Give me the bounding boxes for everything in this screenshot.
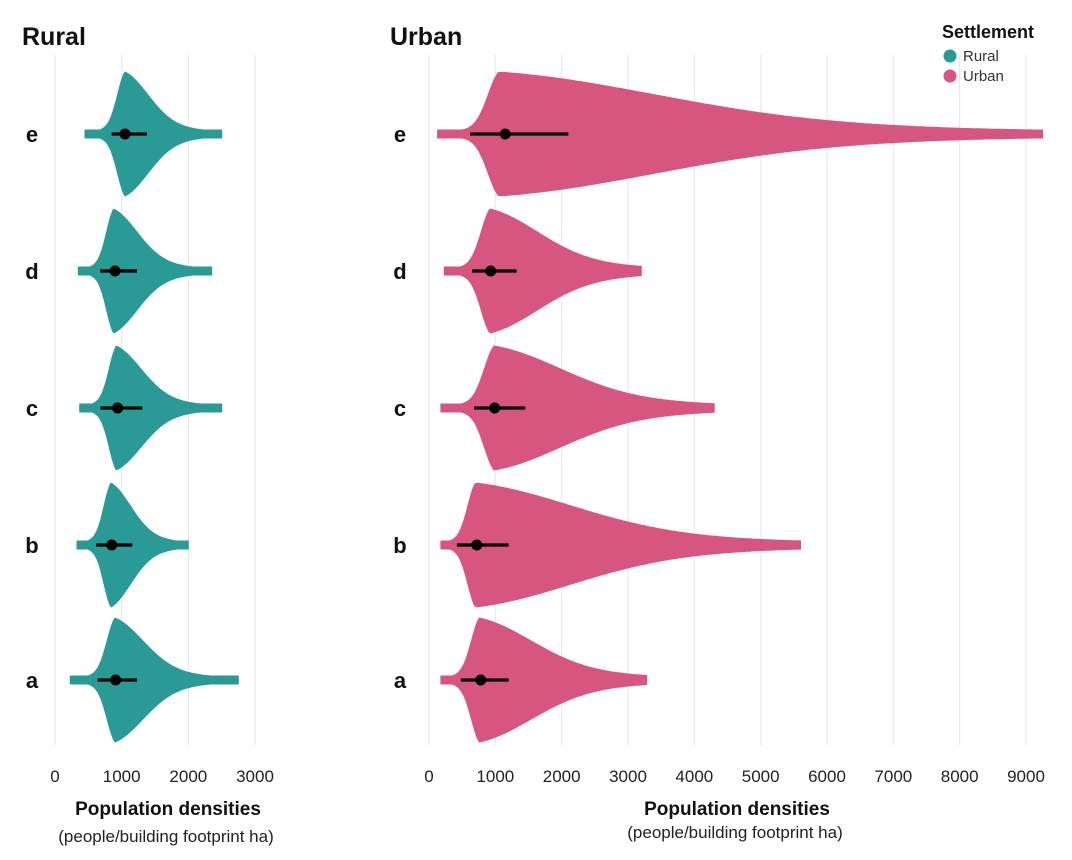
category-label-rural-d: d [25,259,38,284]
x-axis-title-urban: Population densities [644,799,830,820]
x-tick-label-urban-8000: 8000 [941,767,979,786]
category-label-urban-d: d [393,259,406,284]
x-tick-label-urban-1000: 1000 [476,767,514,786]
median-point-rural-a [110,674,122,686]
category-label-urban-b: b [393,533,406,558]
legend-label-rural: Rural [963,48,999,65]
x-tick-label-rural-1000: 1000 [103,767,141,786]
x-tick-label-urban-0: 0 [424,767,433,786]
median-point-urban-b [471,539,483,551]
violin-rural-a [69,617,239,743]
x-tick-label-urban-6000: 6000 [808,767,846,786]
x-axis-title-rural: Population densities [75,799,261,820]
violin-urban-d [443,208,642,334]
category-label-rural-b: b [25,533,38,558]
violin-rural-d [77,208,213,334]
violin-urban-b [440,482,801,608]
x-tick-label-urban-5000: 5000 [742,767,780,786]
median-point-rural-d [109,265,121,277]
legend-title: Settlement [942,22,1034,42]
median-point-urban-d [485,265,497,277]
x-axis-subtitle-urban: (people/building footprint ha) [627,823,842,842]
violin-rural-e [84,71,223,197]
x-tick-label-rural-3000: 3000 [236,767,274,786]
x-axis-subtitle-rural: (people/building footprint ha) [58,827,273,846]
category-label-urban-e: e [394,122,406,147]
median-point-rural-e [119,128,131,140]
violin-urban-e [437,71,1044,197]
category-label-urban-c: c [394,396,406,421]
legend-label-urban: Urban [963,68,1004,85]
x-tick-label-urban-9000: 9000 [1007,767,1045,786]
panel-title-urban: Urban [390,23,462,51]
x-tick-label-rural-2000: 2000 [169,767,207,786]
category-label-urban-a: a [394,668,407,693]
legend-swatch-urban [943,69,957,83]
x-tick-label-urban-4000: 4000 [675,767,713,786]
legend-swatch-rural [943,49,957,63]
median-point-urban-a [475,674,487,686]
x-tick-label-urban-7000: 7000 [874,767,912,786]
median-point-urban-e [499,128,511,140]
category-label-rural-a: a [26,668,39,693]
panel-title-rural: Rural [22,23,86,51]
label-layer: 0 1000 2000 3000 e d c b a 0 1000 2000 3000 4000 5000 6… [25,122,1045,786]
median-point-urban-c [489,402,501,414]
median-point-rural-b [106,539,118,551]
violin-rural-c [79,345,223,471]
x-tick-label-urban-2000: 2000 [543,767,581,786]
category-label-rural-e: e [26,122,38,147]
legend: Settlement Rural Urban [942,22,1034,85]
x-tick-label-urban-3000: 3000 [609,767,647,786]
violin-urban-c [440,345,715,471]
category-label-rural-c: c [26,396,38,421]
violin-rural-b [76,482,189,608]
median-point-rural-c [112,402,124,414]
violin-layer [69,71,1044,743]
x-tick-label-rural-0: 0 [50,767,59,786]
violin-urban-a [440,617,648,743]
